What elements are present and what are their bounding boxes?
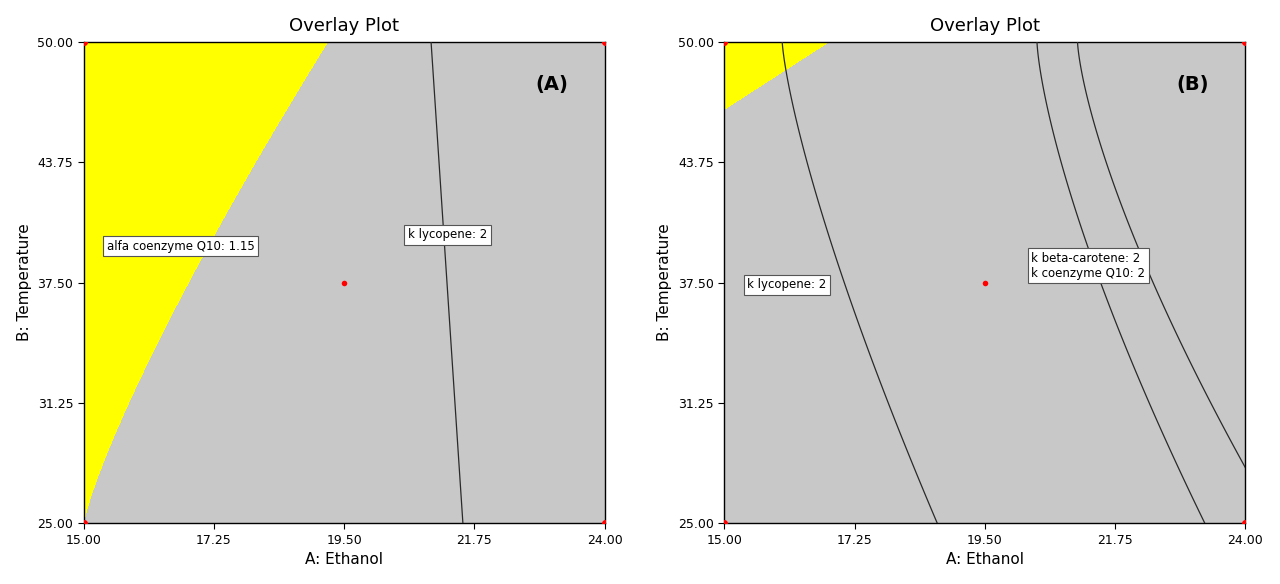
Title: Overlay Plot: Overlay Plot xyxy=(289,17,399,34)
X-axis label: A: Ethanol: A: Ethanol xyxy=(305,552,383,567)
Text: alfa coenzyme Q10: 1.15: alfa coenzyme Q10: 1.15 xyxy=(106,240,255,253)
Text: k lycopene: 2: k lycopene: 2 xyxy=(408,228,488,241)
Y-axis label: B: Temperature: B: Temperature xyxy=(658,224,672,342)
Title: Overlay Plot: Overlay Plot xyxy=(929,17,1039,34)
Text: k beta-carotene: 2
k coenzyme Q10: 2: k beta-carotene: 2 k coenzyme Q10: 2 xyxy=(1032,252,1146,280)
Y-axis label: B: Temperature: B: Temperature xyxy=(17,224,32,342)
Text: (B): (B) xyxy=(1176,75,1210,95)
Text: (A): (A) xyxy=(535,75,568,95)
Text: k lycopene: 2: k lycopene: 2 xyxy=(748,279,827,291)
X-axis label: A: Ethanol: A: Ethanol xyxy=(946,552,1024,567)
